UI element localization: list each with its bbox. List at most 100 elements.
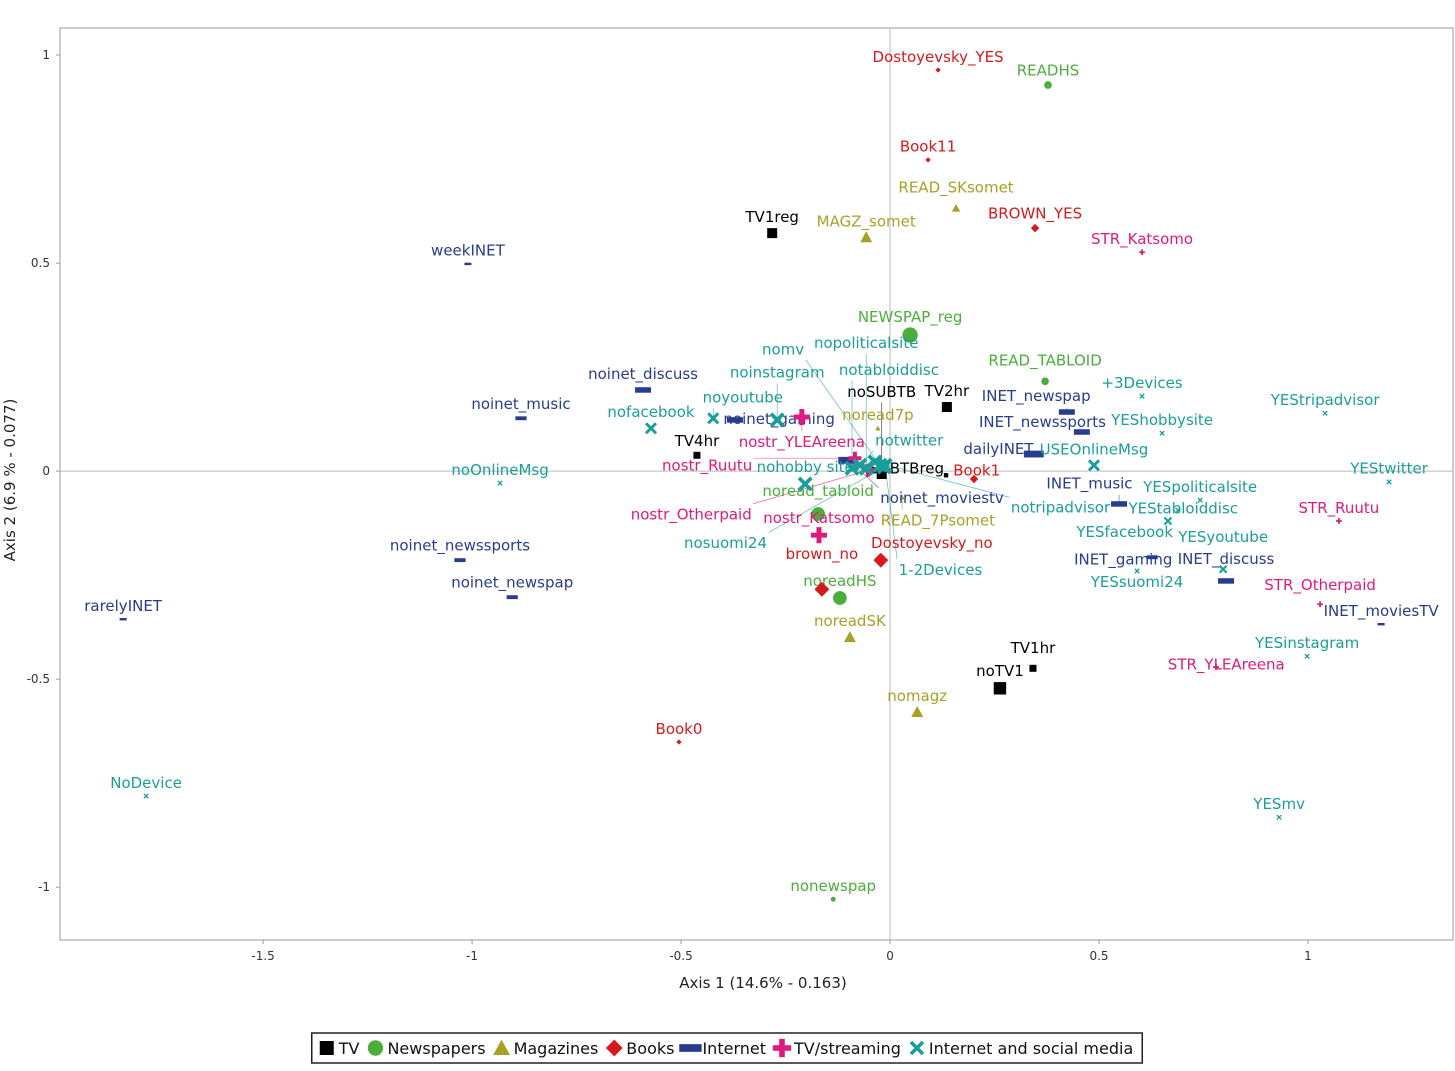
x-tick-label: -0.5 xyxy=(669,949,692,963)
data-point: noread_tabloid xyxy=(762,482,874,521)
legend-item: Books xyxy=(605,1039,674,1058)
point-marker xyxy=(830,896,836,902)
y-tick-label: 1 xyxy=(42,48,50,62)
point-label: STR_YLEAreena xyxy=(1168,655,1285,674)
data-point: YESyoutube xyxy=(1177,528,1268,574)
point-marker xyxy=(876,459,892,475)
data-point: nopoliticalsite xyxy=(814,334,918,476)
point-label: noreadSK xyxy=(814,612,887,630)
legend-label: Magazines xyxy=(514,1039,599,1058)
point-marker xyxy=(506,595,518,600)
point-label: Book1 xyxy=(953,461,1000,479)
label-leader-line xyxy=(805,359,881,466)
data-point: YEShobbysite xyxy=(1110,411,1213,436)
point-label: YESinstagram xyxy=(1254,634,1359,652)
legend-marker-icon xyxy=(367,1040,384,1056)
data-point: nostr_YLEAreena xyxy=(739,408,865,452)
data-point: YEStripadvisor xyxy=(1270,391,1380,416)
point-label: YEStabloiddisc xyxy=(1128,500,1239,518)
legend-item: TV/streaming xyxy=(772,1038,901,1058)
point-label: YESpoliticalsite xyxy=(1142,478,1257,496)
point-marker xyxy=(1218,565,1228,574)
data-point: INET_newspap xyxy=(982,387,1091,415)
point-label: INET_moviesTV xyxy=(1324,602,1440,621)
point-marker xyxy=(515,416,527,421)
series-magazines: READ_SKsomet MAGZ_somet noread7p READ_7Psom… xyxy=(814,179,1014,717)
data-point: nonewspap xyxy=(790,877,876,902)
point-label: dailyINET xyxy=(963,440,1034,458)
point-marker xyxy=(899,494,905,500)
point-marker xyxy=(838,456,859,464)
x-tick-label: 0.5 xyxy=(1089,949,1108,963)
point-marker xyxy=(143,793,149,799)
data-point: noinet_music xyxy=(471,395,571,421)
label-leader-line xyxy=(768,466,885,533)
data-point: TV2hr xyxy=(924,382,970,413)
point-label: STR_Katsomo xyxy=(1091,230,1193,249)
point-label: Book11 xyxy=(900,138,956,156)
point-label: READ_TABLOID xyxy=(988,352,1101,371)
data-point: weekINET xyxy=(431,242,506,266)
point-label: noreadHS xyxy=(803,572,876,590)
point-label: weekINET xyxy=(431,242,506,260)
point-label: noread7p xyxy=(842,406,914,424)
point-label: nomagz xyxy=(887,687,947,705)
point-marker xyxy=(925,157,931,163)
data-point: nostr_Katsomo xyxy=(763,509,875,544)
data-point: noOnlineMsg xyxy=(451,461,549,486)
point-marker xyxy=(951,203,961,212)
data-point: TV4hr xyxy=(674,432,720,459)
data-point: noinet_discuss xyxy=(588,365,698,393)
point-label: noread_tabloid xyxy=(762,482,874,501)
series-books: Dostoyevsky_YES Book11 BROWN_YES Book1 Dosto… xyxy=(656,48,1082,745)
point-label: YEShobbysite xyxy=(1110,411,1213,429)
data-point: STR_YLEAreena xyxy=(1168,655,1285,674)
series-internet-and-social-media: noinstagram noyoutube nofacebook noOnlineMs… xyxy=(110,334,1429,820)
point-label: NoDevice xyxy=(110,774,182,792)
point-marker xyxy=(1336,518,1342,524)
legend-item: Internet and social media xyxy=(909,1039,1133,1058)
point-marker xyxy=(119,618,127,621)
point-label: noinet_newssports xyxy=(390,537,530,556)
data-point: INET_newssports xyxy=(979,413,1106,435)
point-marker xyxy=(1304,653,1310,659)
point-marker xyxy=(902,327,918,343)
point-label: nostr_Otherpaid xyxy=(631,505,752,524)
legend-marker-icon xyxy=(909,1040,925,1056)
point-marker xyxy=(943,473,949,478)
legend-label: TV xyxy=(338,1039,360,1058)
legend-label: Internet xyxy=(702,1039,766,1058)
data-point: noSUBTB xyxy=(847,383,916,480)
point-label: notabloiddisc xyxy=(839,361,939,379)
point-marker xyxy=(676,739,682,745)
point-marker xyxy=(1058,409,1075,415)
point-marker xyxy=(993,682,1007,695)
data-point: Book0 xyxy=(656,720,702,745)
point-label: noOnlineMsg xyxy=(451,461,548,479)
point-marker xyxy=(873,552,889,568)
data-point: +3Devices xyxy=(1101,374,1183,399)
point-marker xyxy=(1087,459,1101,472)
point-marker xyxy=(707,412,720,425)
series-internet: weekINET noinet_discuss noinet_musicnoinet… xyxy=(84,242,1439,626)
data-point: noread7p xyxy=(842,406,914,431)
point-marker xyxy=(911,706,924,717)
point-marker xyxy=(811,507,825,521)
point-marker xyxy=(1023,450,1044,458)
data-point: Dostoyevsky_no xyxy=(871,534,993,568)
series-tv-streaming: STR_Katsomo nostr_YLEAreena nostr_Ruutunos… xyxy=(631,230,1380,674)
data-point: noinet_newspap xyxy=(451,574,573,600)
point-marker xyxy=(810,527,828,544)
plot-area xyxy=(59,27,1454,941)
point-marker xyxy=(858,460,874,476)
point-label: nostr_Katsomo xyxy=(763,509,874,528)
data-point: TV1reg xyxy=(744,208,799,239)
legend-marker-icon xyxy=(679,1044,702,1052)
data-point: INET_gaming xyxy=(1074,551,1172,570)
data-point: dailyINET xyxy=(963,440,1044,458)
point-label: rarelyINET xyxy=(84,597,163,615)
point-marker xyxy=(1146,555,1158,560)
data-point: noTV1 xyxy=(976,662,1024,695)
point-marker xyxy=(1322,410,1328,416)
